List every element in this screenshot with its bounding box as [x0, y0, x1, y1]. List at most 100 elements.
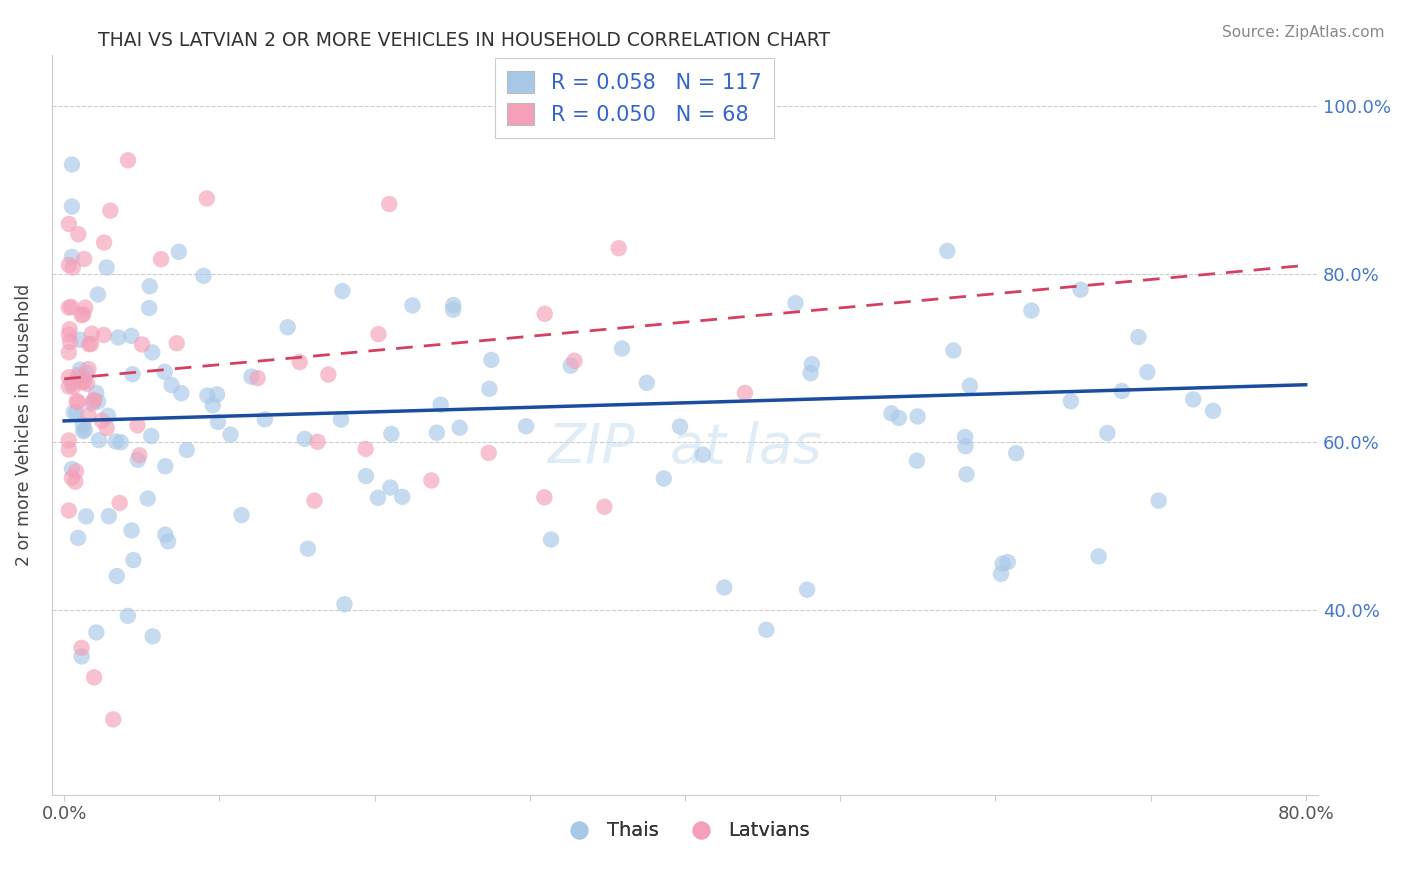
- Text: Source: ZipAtlas.com: Source: ZipAtlas.com: [1222, 25, 1385, 40]
- Point: [391, 490, 413, 504]
- Point: [58, 434, 80, 448]
- Point: [991, 557, 1014, 571]
- Point: [420, 474, 443, 488]
- Point: [905, 453, 928, 467]
- Point: [1136, 365, 1159, 379]
- Point: [367, 327, 389, 342]
- Point: [167, 244, 190, 259]
- Point: [479, 353, 502, 368]
- Point: [66, 394, 89, 409]
- Point: [103, 712, 125, 726]
- Text: ZIP  at las: ZIP at las: [547, 421, 823, 474]
- Point: [478, 382, 501, 396]
- Point: [533, 491, 555, 505]
- Point: [72, 417, 94, 432]
- Point: [127, 452, 149, 467]
- Point: [401, 298, 423, 312]
- Point: [155, 459, 177, 474]
- Point: [60, 199, 83, 213]
- Point: [942, 343, 965, 358]
- Point: [354, 442, 377, 456]
- Point: [219, 427, 242, 442]
- Point: [117, 153, 139, 168]
- Point: [62, 379, 84, 393]
- Point: [65, 464, 87, 478]
- Point: [66, 395, 89, 409]
- Point: [304, 493, 326, 508]
- Point: [907, 409, 929, 424]
- Point: [80, 326, 103, 341]
- Point: [120, 329, 142, 343]
- Point: [131, 337, 153, 351]
- Point: [610, 342, 633, 356]
- Point: [333, 597, 356, 611]
- Point: [121, 524, 143, 538]
- Point: [76, 376, 98, 391]
- Point: [83, 392, 105, 407]
- Point: [796, 582, 818, 597]
- Point: [429, 398, 451, 412]
- Point: [755, 623, 778, 637]
- Point: [73, 423, 96, 437]
- Point: [142, 629, 165, 643]
- Point: [253, 412, 276, 426]
- Point: [97, 509, 120, 524]
- Point: [195, 191, 218, 205]
- Point: [636, 376, 658, 390]
- Point: [72, 369, 94, 384]
- Point: [593, 500, 616, 514]
- Point: [77, 362, 100, 376]
- Legend: Thais, Latvians: Thais, Latvians: [553, 814, 818, 848]
- Point: [955, 467, 977, 482]
- Point: [1005, 446, 1028, 460]
- Point: [60, 471, 83, 485]
- Point: [58, 217, 80, 231]
- Point: [240, 369, 263, 384]
- Point: [367, 491, 389, 505]
- Point: [136, 491, 159, 506]
- Point: [141, 429, 163, 443]
- Point: [72, 424, 94, 438]
- Point: [1060, 394, 1083, 409]
- Point: [58, 301, 80, 315]
- Point: [478, 446, 501, 460]
- Point: [540, 533, 562, 547]
- Point: [80, 337, 103, 351]
- Point: [1111, 384, 1133, 398]
- Point: [87, 287, 110, 301]
- Point: [138, 301, 160, 315]
- Point: [533, 307, 555, 321]
- Point: [69, 362, 91, 376]
- Point: [93, 235, 115, 250]
- Point: [58, 327, 80, 342]
- Point: [105, 569, 128, 583]
- Point: [150, 252, 173, 267]
- Point: [62, 260, 84, 275]
- Point: [607, 241, 630, 255]
- Point: [887, 410, 910, 425]
- Point: [936, 244, 959, 258]
- Point: [155, 527, 177, 541]
- Point: [207, 415, 229, 429]
- Point: [193, 268, 215, 283]
- Point: [70, 308, 93, 322]
- Point: [72, 307, 94, 321]
- Point: [108, 496, 131, 510]
- Point: [67, 368, 90, 382]
- Point: [378, 197, 401, 211]
- Point: [564, 354, 586, 368]
- Point: [122, 553, 145, 567]
- Point: [953, 430, 976, 444]
- Point: [69, 333, 91, 347]
- Point: [157, 534, 180, 549]
- Point: [959, 378, 981, 392]
- Point: [380, 426, 402, 441]
- Point: [141, 345, 163, 359]
- Point: [58, 442, 80, 457]
- Point: [67, 531, 90, 545]
- Point: [990, 566, 1012, 581]
- Point: [87, 433, 110, 447]
- Point: [117, 608, 139, 623]
- Point: [75, 366, 97, 380]
- Point: [515, 419, 537, 434]
